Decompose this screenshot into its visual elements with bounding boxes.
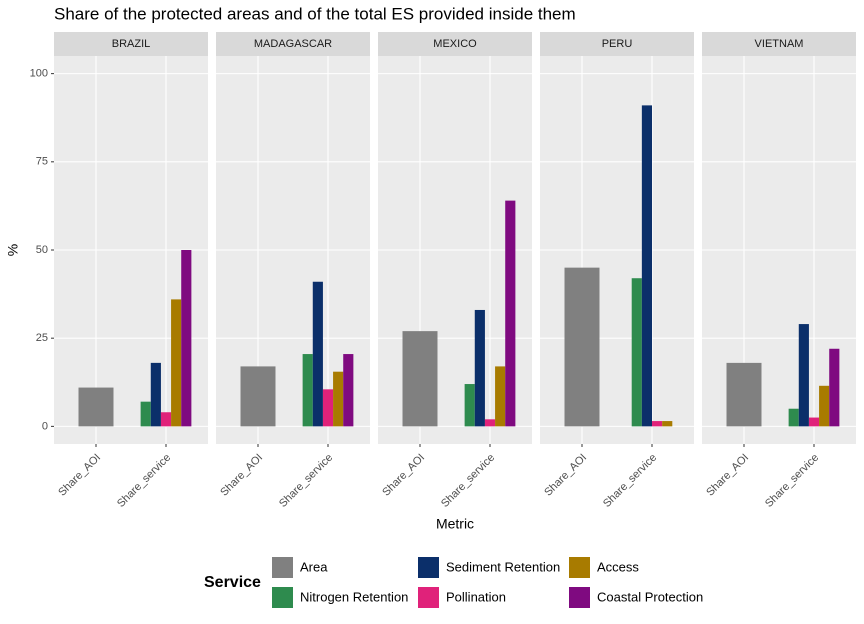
bar (798, 324, 809, 427)
bar (662, 421, 673, 427)
bar (819, 385, 830, 427)
bar (808, 417, 820, 427)
bar (322, 389, 334, 427)
legend-key (418, 557, 439, 578)
bar (160, 412, 172, 427)
strip-background (702, 32, 856, 56)
legend-label: Coastal Protection (597, 589, 703, 604)
strip-label: MEXICO (433, 38, 477, 50)
bar (484, 419, 496, 427)
legend-label: Access (597, 559, 639, 574)
legend-label: Sediment Retention (446, 559, 560, 574)
legend-label: Pollination (446, 589, 506, 604)
legend-label: Area (300, 559, 328, 574)
bar (150, 362, 161, 427)
x-tick-label: Share_service (601, 452, 659, 510)
x-tick-label: Share_service (439, 452, 497, 510)
chart-title: Share of the protected areas and of the … (54, 4, 576, 23)
bar (564, 267, 600, 427)
x-axis-label: Metric (436, 516, 474, 532)
strip-background (216, 32, 370, 56)
bar (78, 387, 114, 427)
bar (474, 309, 485, 427)
y-tick-label: 100 (30, 68, 48, 80)
bar (302, 354, 313, 427)
x-tick-label: Share_AOI (380, 452, 427, 499)
legend-label: Nitrogen Retention (300, 589, 408, 604)
bar (333, 371, 344, 427)
legend-title: Service (204, 574, 261, 591)
legend-key (272, 587, 293, 608)
y-tick-label: 25 (36, 332, 48, 344)
strip-background (54, 32, 208, 56)
bar (495, 366, 506, 427)
bar (402, 331, 438, 427)
legend-key (272, 557, 293, 578)
x-tick-label: Share_AOI (218, 452, 265, 499)
x-tick-label: Share_service (277, 452, 335, 510)
x-tick-label: Share_AOI (56, 452, 103, 499)
bar (641, 105, 652, 427)
bar (652, 421, 663, 427)
strip-background (378, 32, 532, 56)
legend-key (569, 557, 590, 578)
bar (829, 348, 840, 427)
legend-key (418, 587, 439, 608)
y-tick-label: 0 (42, 420, 48, 432)
bar (312, 281, 323, 427)
bar (726, 362, 762, 427)
bar (181, 250, 192, 427)
x-tick-label: Share_service (763, 452, 821, 510)
strip-label: PERU (602, 38, 633, 50)
strip-label: MADAGASCAR (254, 38, 332, 50)
y-axis-label: % (5, 244, 21, 256)
bar (343, 354, 354, 427)
bar (171, 299, 182, 427)
bar (140, 401, 151, 427)
y-tick-label: 75 (36, 156, 48, 168)
strip-background (540, 32, 694, 56)
strip-label: VIETNAM (755, 38, 804, 50)
bar (464, 384, 475, 427)
legend-key (569, 587, 590, 608)
x-tick-label: Share_AOI (704, 452, 751, 499)
x-tick-label: Share_AOI (542, 452, 589, 499)
x-tick-label: Share_service (115, 452, 173, 510)
bar (631, 278, 642, 427)
bar (788, 408, 799, 427)
y-tick-label: 50 (36, 244, 48, 256)
strip-label: BRAZIL (112, 38, 151, 50)
bar (240, 366, 276, 427)
bar (505, 200, 516, 427)
